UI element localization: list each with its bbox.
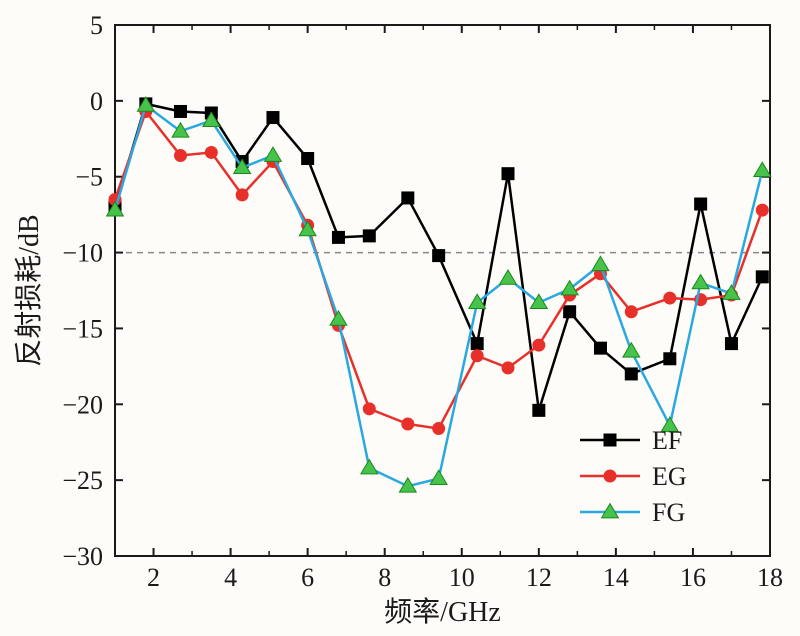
y-tick-label: −15 <box>62 314 103 343</box>
legend-label-FG: FG <box>652 498 685 527</box>
y-tick-label: 0 <box>90 87 103 116</box>
y-tick-label: 5 <box>90 11 103 40</box>
x-tick-label: 8 <box>378 563 391 592</box>
y-tick-label: −30 <box>62 542 103 571</box>
x-tick-label: 14 <box>603 563 629 592</box>
reflection-loss-chart: 2 4 6 8 10 12 14 16 18 −30 −25 −20 −15 −10 −5 0 5 频率/GHz 反… <box>0 0 800 636</box>
legend-label-EF: EF <box>652 426 682 455</box>
y-tick-label: −25 <box>62 466 103 495</box>
x-tick-label: 18 <box>757 563 783 592</box>
x-tick-label: 12 <box>526 563 552 592</box>
legend: EF EG FG <box>580 426 687 527</box>
x-tick-label: 6 <box>301 563 314 592</box>
y-tick-label: −20 <box>62 390 103 419</box>
chart-svg: 2 4 6 8 10 12 14 16 18 −30 −25 −20 −15 −10 −5 0 5 频率/GHz 反… <box>0 0 800 636</box>
x-tick-label: 2 <box>147 563 160 592</box>
y-tick-label: −10 <box>62 239 103 268</box>
x-tick-label: 16 <box>680 563 706 592</box>
x-tick-label: 4 <box>224 563 237 592</box>
x-axis-label: 频率/GHz <box>384 596 501 628</box>
y-tick-label: −5 <box>75 163 103 192</box>
legend-label-EG: EG <box>652 462 687 491</box>
x-tick-label: 10 <box>449 563 475 592</box>
y-axis-label: 反射损耗/dB <box>13 214 45 366</box>
